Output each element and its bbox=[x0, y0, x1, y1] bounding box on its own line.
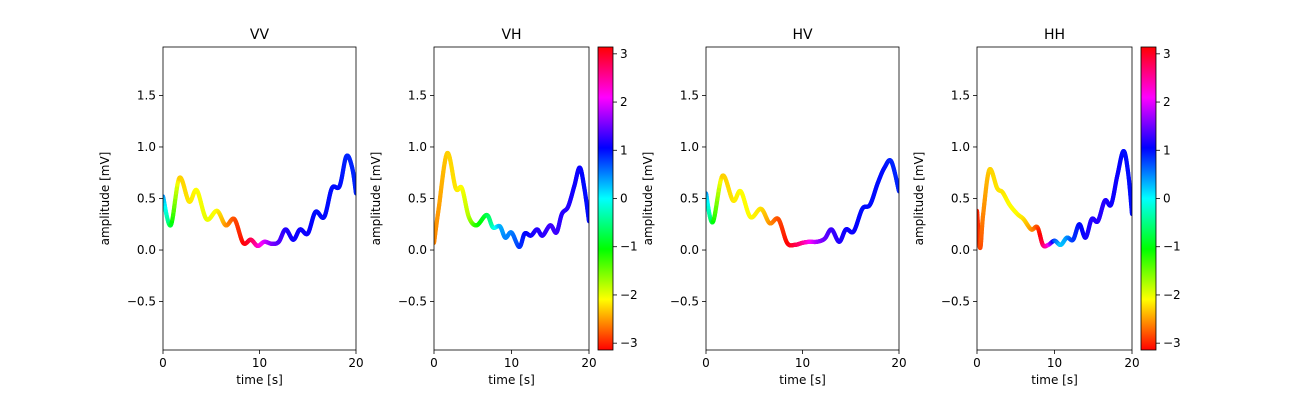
y-tick-label: 0.0 bbox=[680, 243, 699, 257]
x-tick-label: 20 bbox=[581, 356, 596, 370]
colorbar-tick-label: −1 bbox=[1163, 240, 1181, 254]
colorbar-tick-label: 0 bbox=[1163, 192, 1171, 206]
x-tick-label: 10 bbox=[252, 356, 267, 370]
y-tick-label: 1.0 bbox=[951, 140, 970, 154]
colorbar-tick-label: −3 bbox=[620, 336, 638, 350]
axes-frame bbox=[433, 46, 590, 351]
colorbar-tick-label: −2 bbox=[1163, 288, 1181, 302]
y-tick-label: 0.5 bbox=[680, 192, 699, 206]
y-tick-label: 1.5 bbox=[137, 88, 156, 102]
subplot-vv: VV −0.5 0.0 0.5 1.0 1.5 0 10 20 time [s] amplitude… bbox=[98, 27, 364, 387]
y-tick-label: 0.0 bbox=[951, 243, 970, 257]
y-tick-label: 1.5 bbox=[951, 88, 970, 102]
x-axis-label: time [s] bbox=[488, 373, 535, 387]
chart-title: HH bbox=[1044, 27, 1065, 43]
colorbar-gradient bbox=[597, 46, 614, 351]
y-axis-label: amplitude [mV] bbox=[641, 152, 655, 246]
phase-colored-line bbox=[163, 153, 356, 249]
colorbar-tick-label: 2 bbox=[620, 95, 628, 109]
phase-colored-line bbox=[434, 150, 589, 250]
colorbar: 3 2 1 0 −1 −2 −3 bbox=[597, 46, 638, 351]
y-tick-label: 0.0 bbox=[408, 243, 427, 257]
axes-frame bbox=[976, 46, 1133, 351]
axes-frame bbox=[705, 46, 900, 351]
x-tick-label: 0 bbox=[159, 356, 167, 370]
colorbar-tick-label: 0 bbox=[620, 192, 628, 206]
x-tick-label: 10 bbox=[1047, 356, 1062, 370]
x-tick-label: 20 bbox=[348, 356, 363, 370]
y-tick-label: 0.5 bbox=[137, 192, 156, 206]
y-tick-label: 1.5 bbox=[408, 88, 427, 102]
y-tick-label: 1.5 bbox=[680, 88, 699, 102]
colorbar-tick-label: 1 bbox=[620, 143, 628, 157]
x-tick-label: 0 bbox=[973, 356, 981, 370]
y-axis-label: amplitude [mV] bbox=[369, 152, 383, 246]
subplot-hv: HV −0.5 0.0 0.5 1.0 1.5 0 10 20 time [s] amplitude… bbox=[641, 27, 907, 387]
colorbar-tick-label: 3 bbox=[620, 47, 628, 61]
x-axis-label: time [s] bbox=[779, 373, 826, 387]
y-tick-label: 0.5 bbox=[951, 192, 970, 206]
y-tick-label: 1.0 bbox=[680, 140, 699, 154]
y-tick-label: 1.0 bbox=[408, 140, 427, 154]
colorbar-tick-label: −2 bbox=[620, 288, 638, 302]
colorbar-tick-label: 1 bbox=[1163, 143, 1171, 157]
x-tick-label: 20 bbox=[1124, 356, 1139, 370]
chart-title: VV bbox=[250, 27, 270, 43]
x-tick-label: 0 bbox=[430, 356, 438, 370]
chart-title: VH bbox=[501, 27, 521, 43]
colorbar-tick-label: −1 bbox=[620, 240, 638, 254]
x-axis-label: time [s] bbox=[236, 373, 283, 387]
y-tick-label: −0.5 bbox=[941, 295, 970, 309]
colorbar-tick-label: 3 bbox=[1163, 47, 1171, 61]
y-tick-label: 0.5 bbox=[408, 192, 427, 206]
y-tick-label: −0.5 bbox=[127, 295, 156, 309]
x-tick-label: 0 bbox=[702, 356, 710, 370]
y-tick-label: −0.5 bbox=[670, 295, 699, 309]
colorbar-gradient bbox=[1140, 46, 1157, 351]
colorbar: 3 2 1 0 −1 −2 −3 bbox=[1140, 46, 1181, 351]
y-tick-label: −0.5 bbox=[398, 295, 427, 309]
chart-title: HV bbox=[792, 27, 813, 43]
axes-frame bbox=[162, 46, 357, 351]
phase-colored-line bbox=[706, 158, 899, 248]
x-axis-label: time [s] bbox=[1031, 373, 1078, 387]
colorbar-tick-label: 2 bbox=[1163, 95, 1171, 109]
y-tick-label: 0.0 bbox=[137, 243, 156, 257]
x-tick-label: 20 bbox=[891, 356, 906, 370]
x-tick-label: 10 bbox=[504, 356, 519, 370]
phase-colored-line bbox=[977, 148, 1132, 251]
x-tick-label: 10 bbox=[795, 356, 810, 370]
y-tick-label: 1.0 bbox=[137, 140, 156, 154]
y-axis-label: amplitude [mV] bbox=[912, 152, 926, 246]
y-axis-label: amplitude [mV] bbox=[98, 152, 112, 246]
colorbar-tick-label: −3 bbox=[1163, 336, 1181, 350]
